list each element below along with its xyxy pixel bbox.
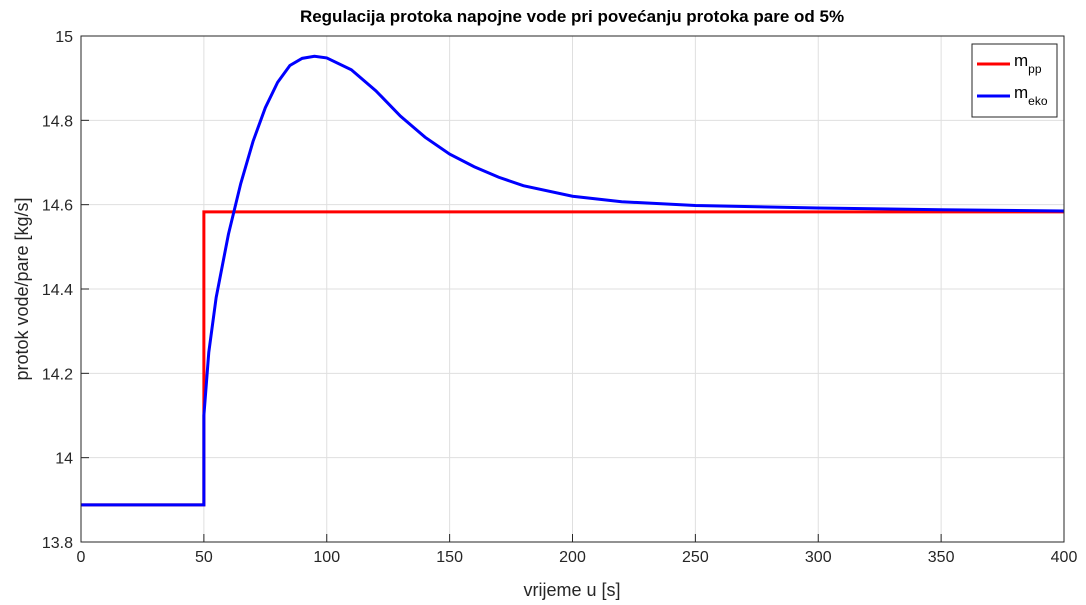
x-tick-label: 0 [77, 549, 86, 566]
x-tick-label: 100 [313, 549, 340, 566]
y-tick-label: 13.8 [42, 535, 73, 552]
x-tick-label: 200 [559, 549, 586, 566]
x-tick-label: 300 [805, 549, 832, 566]
x-tick-label: 50 [195, 549, 213, 566]
y-tick-label: 14.4 [42, 282, 73, 299]
chart-title: Regulacija protoka napojne vode pri pove… [300, 7, 844, 26]
legend-box [971, 43, 1058, 118]
plot-frame [80, 35, 1065, 543]
y-tick-label: 15 [55, 29, 73, 46]
x-tick-label: 350 [928, 549, 955, 566]
legend-subscript: pp [1028, 62, 1042, 76]
legend-subscript: eko [1028, 94, 1048, 108]
y-axis-label: protok vode/pare [kg/s] [12, 197, 32, 380]
x-tick-label: 150 [436, 549, 463, 566]
legend-label: mpp [1014, 51, 1042, 76]
x-tick-label: 250 [682, 549, 709, 566]
legend-name: m [1014, 51, 1028, 70]
y-tick-label: 14.2 [42, 366, 73, 383]
y-tick-label: 14.8 [42, 113, 73, 130]
x-tick-label: 400 [1051, 549, 1078, 566]
data-line [81, 54, 1065, 507]
legend-label: meko [1014, 83, 1048, 108]
y-tick-label: 14.6 [42, 198, 73, 215]
y-tick-label: 14 [55, 451, 73, 468]
legend-name: m [1014, 83, 1028, 102]
x-axis-label: vrijeme u [s] [523, 580, 620, 600]
